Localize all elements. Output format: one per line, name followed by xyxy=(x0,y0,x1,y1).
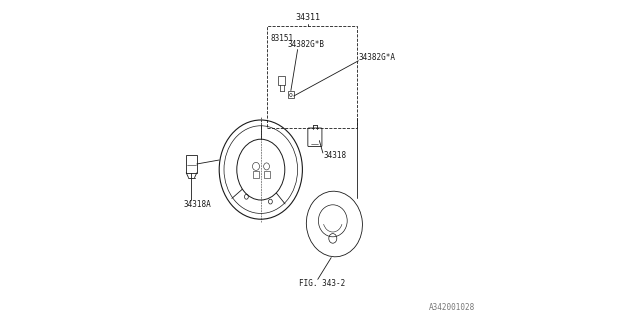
Bar xyxy=(278,76,285,85)
Text: 34311: 34311 xyxy=(295,13,321,22)
Text: 83151: 83151 xyxy=(270,34,294,43)
Text: 34382G*A: 34382G*A xyxy=(358,53,396,62)
Text: 34318A: 34318A xyxy=(183,200,211,209)
Text: 34318: 34318 xyxy=(323,151,346,160)
Text: FIG. 343-2: FIG. 343-2 xyxy=(300,279,346,288)
Text: A342001028: A342001028 xyxy=(429,303,475,312)
Bar xyxy=(264,171,270,178)
Bar xyxy=(253,171,259,178)
Bar xyxy=(288,91,294,98)
Bar xyxy=(268,26,357,128)
Bar xyxy=(186,155,197,173)
Text: 34382G*B: 34382G*B xyxy=(288,40,325,49)
